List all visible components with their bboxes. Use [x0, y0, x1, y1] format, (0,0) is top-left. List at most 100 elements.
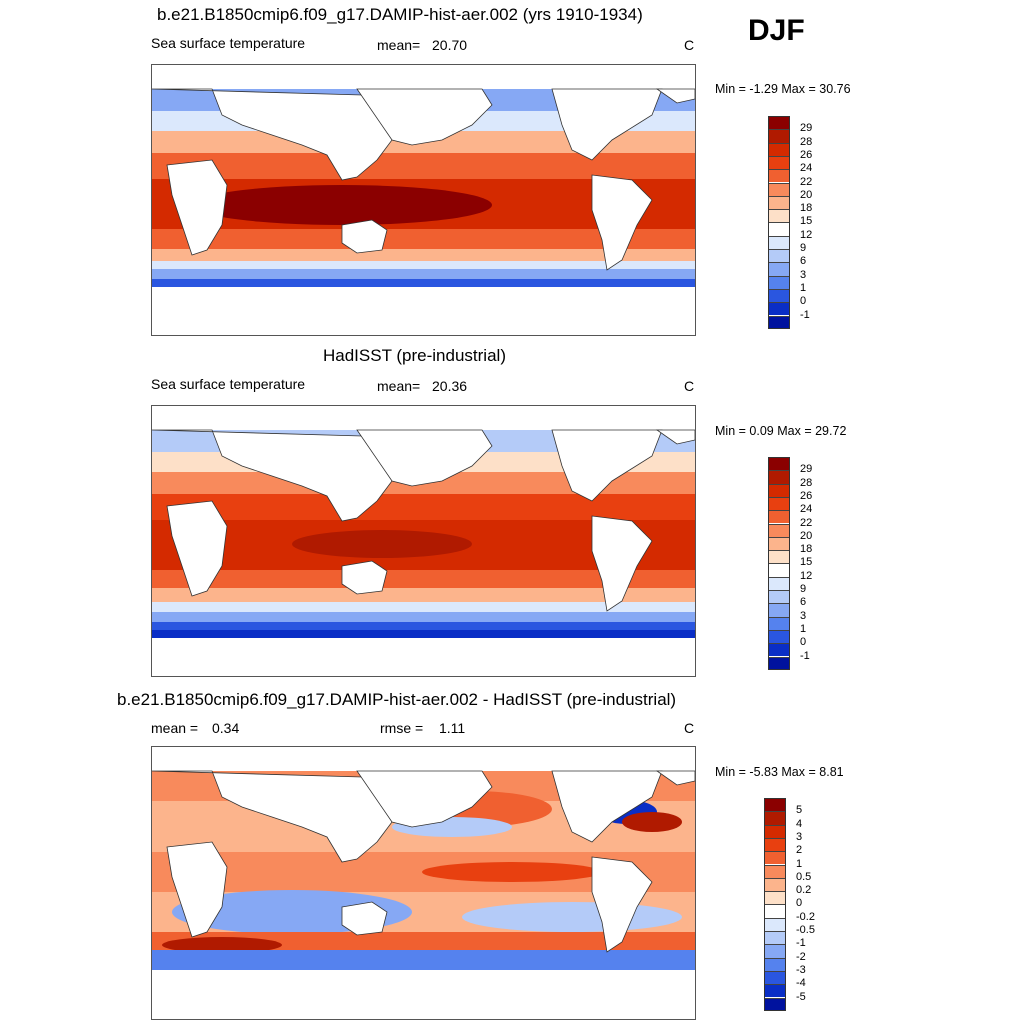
panel3-colorbar-level-label: 1: [796, 857, 803, 870]
panel2-greenland: [655, 429, 695, 445]
panel1-colorbar-swatch: [768, 209, 790, 223]
panel2-colorbar-swatch: [768, 470, 790, 484]
panel2-band-south-mild: [152, 588, 695, 602]
panel3-south-america: [591, 856, 653, 953]
panel2-colorbar-level-label: -1: [800, 649, 810, 662]
panel1-mean-value: 20.70: [432, 37, 468, 53]
panel2-colorbar-level-label: 24: [800, 503, 813, 516]
panel3-max-label: Max =: [781, 765, 816, 779]
panel2-colorbar-level-label: 9: [800, 583, 807, 595]
panel2-australia: [341, 560, 388, 595]
panel3-colorbar-swatch: [764, 891, 786, 905]
panel2-africa: [166, 500, 228, 597]
panel2-antarctica: [152, 638, 695, 676]
panel1-colorbar-swatch: [768, 249, 790, 263]
panel1-colorbar-swatch: [768, 195, 790, 210]
panel3-colorbar-level-label: 4: [796, 817, 803, 830]
panel3-colorbar-swatch: [764, 931, 786, 945]
panel3-n-atlantic-warm: [622, 812, 682, 832]
panel3-colorbar-level-label: 0.2: [796, 884, 812, 897]
panel2-colorbar-swatch: [768, 523, 790, 537]
panel2-south-america: [591, 515, 653, 612]
panel2-colorbar-level-label: 0: [800, 636, 807, 649]
panel1-max-label: Max =: [781, 82, 816, 96]
panel1-colorbar-level-label: 18: [800, 202, 813, 215]
panel1-max-value: 30.76: [819, 82, 851, 96]
panel3-colorbar-swatch: [764, 877, 786, 892]
panel1-colorbar-swatch: [768, 235, 790, 249]
panel2-colorbar-level-label: 26: [800, 489, 813, 502]
panel1-colorbar-swatch: [768, 169, 790, 183]
panel3-colorbar-swatch: [764, 851, 786, 865]
panel1-colorbar-swatch: [768, 302, 790, 316]
panel1-band-subtropic-n: [152, 153, 695, 179]
panel1-band-south-colder: [152, 279, 695, 287]
panel1-colorbar-swatch: [768, 315, 790, 329]
panel2-eurasia-east: [356, 429, 493, 487]
panel2-arctic: [152, 406, 695, 430]
panel1-colorbar-level-label: 26: [800, 148, 813, 161]
panel1-africa: [166, 159, 228, 256]
panel3-band-south-cold: [152, 950, 695, 970]
panel2-colorbar-swatch: [768, 457, 790, 471]
panel2-warm-pool: [292, 530, 472, 558]
panel2-band-subtropic-s: [152, 570, 695, 588]
panel3-band-south-warm: [152, 932, 695, 950]
panel3-eurasia-east: [356, 770, 493, 828]
panel2-mean-label: mean=: [377, 378, 421, 394]
panel2-colorbar-swatch: [768, 510, 790, 524]
panel3-colorbar-swatch: [764, 811, 786, 825]
panel1-colorbar-level-label: 12: [800, 228, 813, 241]
panel3-colorbar-swatch: [764, 944, 786, 958]
panel3-max-value: 8.81: [819, 765, 844, 779]
panel1-band-south-cool: [152, 261, 695, 269]
panel3-colorbar-swatch: [764, 904, 786, 918]
panel3-s-ocean-hot: [162, 937, 282, 953]
panel3-australia: [341, 901, 388, 936]
panel2-band-south-colder: [152, 622, 695, 630]
panel3-min-label: Min =: [715, 765, 746, 779]
panel1-band-south-mild: [152, 249, 695, 261]
panel1-colorbar-level-label: 20: [800, 188, 813, 201]
season-label: DJF: [748, 14, 805, 47]
panel1-colorbar-level-label: 1: [800, 281, 807, 294]
panel2-map: [151, 405, 696, 677]
panel2-min-value: 0.09: [749, 424, 774, 438]
panel1-map: [151, 64, 696, 336]
panel1-mean-label: mean=: [377, 37, 421, 53]
panel1-colorbar-level-label: 0: [800, 295, 807, 308]
panel1-map-svg: [152, 65, 695, 335]
panel2-north-america: [551, 429, 663, 502]
panel3-colorbar-level-label: 0.5: [796, 870, 812, 883]
panel2-colorbar-swatch: [768, 483, 790, 497]
panel2-band-south-cool: [152, 602, 695, 612]
panel1-band-subtropic-s: [152, 229, 695, 249]
panel2-colorbar-level-label: 12: [800, 569, 813, 582]
panel1-min-value: -1.29: [749, 82, 778, 96]
panel3-colorbar-level-label: 0: [796, 897, 803, 910]
panel1-colorbar-level-label: -1: [800, 308, 810, 321]
panel2-colorbar-swatch: [768, 550, 790, 564]
panel2-colorbar-swatch: [768, 536, 790, 551]
panel1-colorbar-swatch: [768, 182, 790, 196]
panel2-colorbar-swatch: [768, 629, 790, 644]
panel3-continents: [152, 770, 695, 953]
panel2-colorbar-swatch: [768, 563, 790, 577]
panel3-rmse-label: rmse =: [380, 720, 424, 736]
panel1-band-south-cold: [152, 269, 695, 279]
panel3-colorbar-swatch: [764, 837, 786, 852]
panel3-colorbar-swatch: [764, 957, 786, 971]
panel2-colorbar-swatch: [768, 603, 790, 617]
panel3-minmax: Min = -5.83 Max = 8.81: [715, 765, 844, 779]
panel3-colorbar-level-label: -2: [796, 950, 806, 963]
panel2-colorbar-level-label: 15: [800, 556, 813, 569]
panel2-colorbar-level-label: 3: [800, 609, 807, 622]
panel3-colorbar-level-label: -1: [796, 937, 806, 950]
panel3-colorbar-level-label: -5: [796, 990, 806, 1003]
panel2-colorbar-swatch: [768, 496, 790, 511]
panel2-colorbar-level-label: 29: [800, 463, 813, 476]
panel1-arctic: [152, 65, 695, 89]
panel1-colorbar-level-label: 9: [800, 242, 807, 254]
panel3-colorbar-swatch: [764, 997, 786, 1011]
panel3-colorbar-swatch: [764, 864, 786, 878]
